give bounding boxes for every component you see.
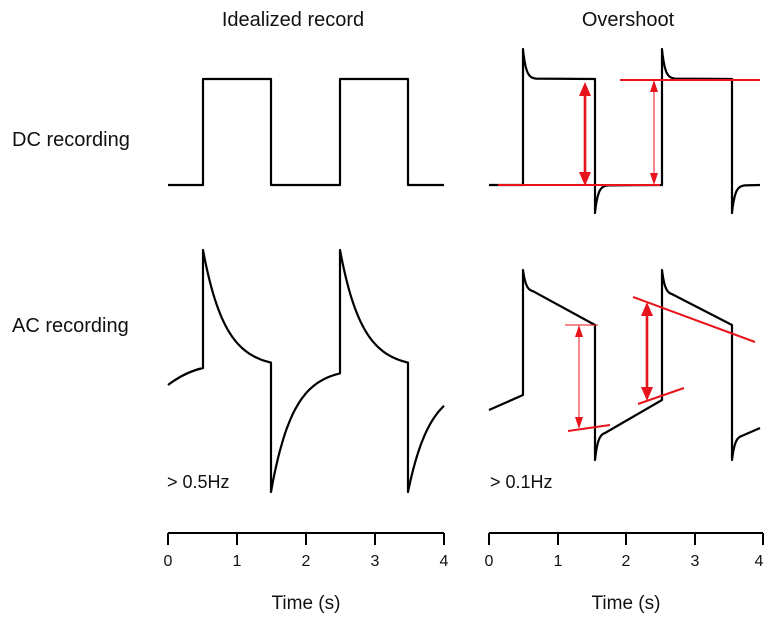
ac-bottom-slope-line [637, 387, 685, 405]
idealized-axis-title: Time (s) [272, 593, 341, 614]
overshoot-tick-label-1: 1 [554, 553, 563, 570]
dc-row-label: DC recording [12, 129, 130, 151]
dc-overshoot-trace [489, 47, 761, 215]
idealized-time-axis: 0 1 2 3 4 Time (s) [164, 532, 449, 614]
dc-idealized-trace [168, 77, 444, 187]
ac-overshoot-trace [488, 268, 761, 462]
overshoot-tick-label-2: 2 [622, 553, 631, 570]
overshoot-title: Overshoot [582, 9, 675, 31]
overshoot-frequency-label: > 0.1Hz [490, 472, 553, 492]
ac-top-slope-line [632, 296, 756, 343]
ac-baseline-line [567, 424, 611, 432]
idealized-title: Idealized record [222, 9, 364, 31]
idealized-tick-label-0: 0 [164, 553, 173, 570]
overshoot-tick-label-3: 3 [691, 553, 700, 570]
ac-idealized-trace [167, 248, 445, 494]
overshoot-axis-title: Time (s) [592, 593, 661, 614]
dc-thin-arrow-heads [650, 80, 658, 185]
idealized-tick-label-4: 4 [440, 553, 449, 570]
ac-row-label: AC recording [12, 315, 129, 337]
ac-thin-arrow-heads [575, 325, 583, 429]
idealized-tick-label-2: 2 [302, 553, 311, 570]
idealized-frequency-label: > 0.5Hz [167, 472, 230, 492]
overshoot-tick-label-0: 0 [485, 553, 494, 570]
overshoot-time-axis: 0 1 2 3 4 Time (s) [485, 532, 764, 614]
overshoot-tick-label-4: 4 [755, 553, 764, 570]
dc-overshoot-annotations [498, 79, 760, 186]
ac-overshoot-annotations [565, 296, 756, 432]
idealized-tick-label-3: 3 [371, 553, 380, 570]
idealized-tick-label-1: 1 [233, 553, 242, 570]
